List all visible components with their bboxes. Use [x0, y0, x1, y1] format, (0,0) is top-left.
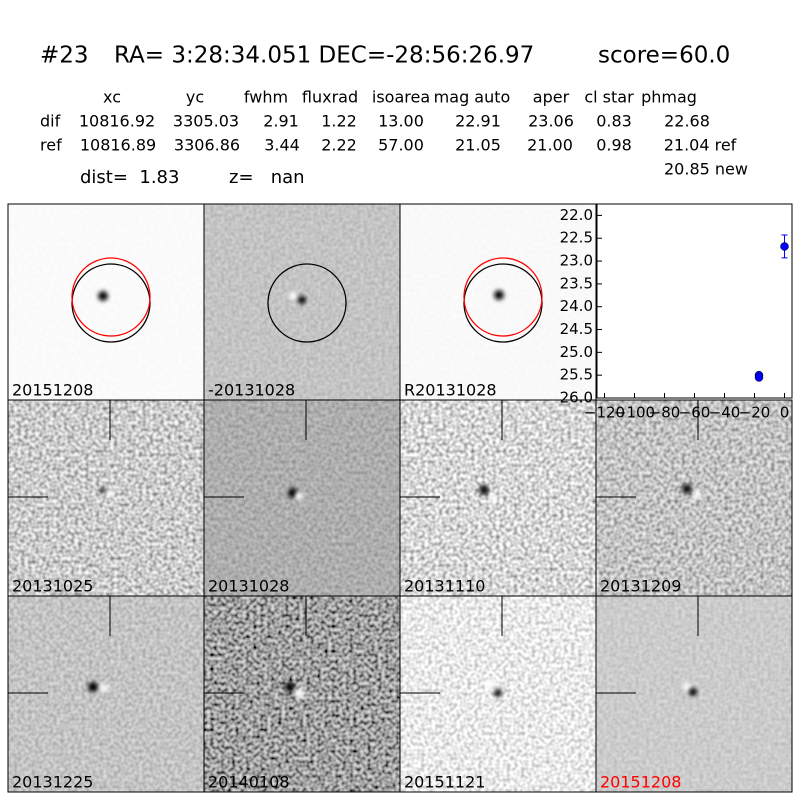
table-cell: 21.05 [455, 136, 501, 155]
y-tick-label: 23.0 [560, 252, 593, 270]
source-blob [689, 688, 697, 696]
cutout-image [8, 400, 204, 596]
panel-label: R20131028 [404, 381, 497, 400]
source-blob [682, 484, 692, 494]
table-cell: 23.06 [528, 112, 574, 131]
panel-label: 20131110 [404, 577, 485, 596]
panel-label: -20131028 [208, 381, 295, 400]
row-label: dif [40, 112, 61, 131]
column-header: cl star [584, 88, 634, 107]
y-tick-label: 23.5 [560, 274, 593, 292]
column-header: phmag [641, 88, 697, 107]
data-point [754, 373, 764, 382]
row-label: ref [40, 136, 62, 155]
source-blob [479, 485, 489, 495]
panel-frame [595, 595, 793, 793]
data-point [780, 242, 789, 251]
lightcurve: 22.0 22.5 23.0 23.5 24.0 24.5 25.0 25.5 26.0−120… [560, 203, 793, 422]
x-tick-label: −100 [614, 404, 655, 422]
table-cell: 13.00 [378, 112, 424, 131]
x-tick-label: −60 [679, 404, 711, 422]
x-tick-label: −80 [649, 404, 681, 422]
cutout-image [8, 596, 204, 792]
column-header: fwhm [244, 88, 288, 107]
y-tick-label: 25.0 [560, 343, 593, 361]
score: score=60.0 [598, 43, 730, 69]
table-cell: 10816.89 [80, 136, 156, 155]
table-cell: 2.22 [321, 136, 357, 155]
cutout-image [596, 400, 792, 596]
plot-area [596, 203, 793, 399]
panel-label: 20140108 [208, 773, 289, 792]
y-tick-label: 22.0 [560, 206, 593, 224]
table-cell: 3.44 [264, 136, 300, 155]
source-blob [100, 684, 108, 692]
column-header: xc [103, 88, 121, 107]
source-blob [683, 683, 691, 691]
candidate-id: #23 [40, 43, 89, 69]
panel-label: 20131225 [12, 773, 93, 792]
panel-label: 20151208 [600, 773, 681, 792]
panel-label: 20131025 [12, 577, 93, 596]
y-tick-label: 26.0 [560, 389, 593, 407]
phmag-new: 20.85 new [664, 160, 748, 179]
table-cell: 0.98 [596, 136, 632, 155]
cutout-image [400, 204, 596, 400]
aperture-red [463, 257, 543, 337]
coordinates: RA= 3:28:34.051 DEC=-28:56:26.97 [114, 43, 534, 69]
source-blob [494, 689, 502, 697]
panel-label: 20151121 [404, 773, 485, 792]
aperture-black [267, 263, 347, 343]
source-blob [88, 682, 98, 692]
x-tick-label: −20 [739, 404, 771, 422]
table-cell: 21.00 [527, 136, 573, 155]
column-header: isoarea [372, 88, 430, 107]
column-header: aper [533, 88, 570, 107]
x-tick-label: 0 [780, 404, 790, 422]
source-blob [693, 491, 701, 499]
x-tick-label: −120 [584, 404, 625, 422]
column-header: mag auto [434, 88, 511, 107]
redshift: z= nan [229, 167, 305, 188]
table-cell: 3305.03 [173, 112, 239, 131]
source-blob [484, 680, 494, 690]
source-blob [295, 688, 305, 698]
table-cell: 57.00 [378, 136, 424, 155]
source-blob [289, 292, 297, 300]
source-blob [285, 682, 295, 692]
panels: 20151208 -20131028 R20131028 20131025 201310… [7, 203, 793, 793]
source-blob [490, 494, 498, 502]
distance: dist= 1.83 [80, 167, 179, 188]
y-tick-label: 25.5 [560, 366, 593, 384]
table-cell: 22.68 [664, 112, 710, 131]
source-blob [98, 291, 108, 301]
panel-label: 20131209 [600, 577, 681, 596]
source-blob [100, 487, 106, 493]
table-cell: 1.22 [321, 112, 357, 131]
source-blob [298, 296, 306, 304]
y-tick-label: 24.5 [560, 320, 593, 338]
table-cell: 2.91 [263, 112, 299, 131]
table-cell: 0.83 [596, 112, 632, 131]
source-blob [494, 290, 504, 300]
aperture-red [71, 257, 151, 337]
table-cell: 3306.86 [174, 136, 240, 155]
table-cell: 10816.92 [79, 112, 155, 131]
column-header: fluxrad [302, 88, 358, 107]
source-blob [106, 489, 114, 497]
column-header: yc [186, 88, 204, 107]
y-tick-label: 24.0 [560, 297, 593, 315]
cutout-image [8, 204, 204, 400]
y-tick-label: 22.5 [560, 229, 593, 247]
x-tick-label: −40 [709, 404, 741, 422]
panel-label: 20151208 [12, 381, 93, 400]
table-cell: 21.04 ref [664, 136, 737, 155]
panel-label: 20131028 [208, 577, 289, 596]
table-cell: 22.91 [455, 112, 501, 131]
source-blob [295, 492, 303, 500]
